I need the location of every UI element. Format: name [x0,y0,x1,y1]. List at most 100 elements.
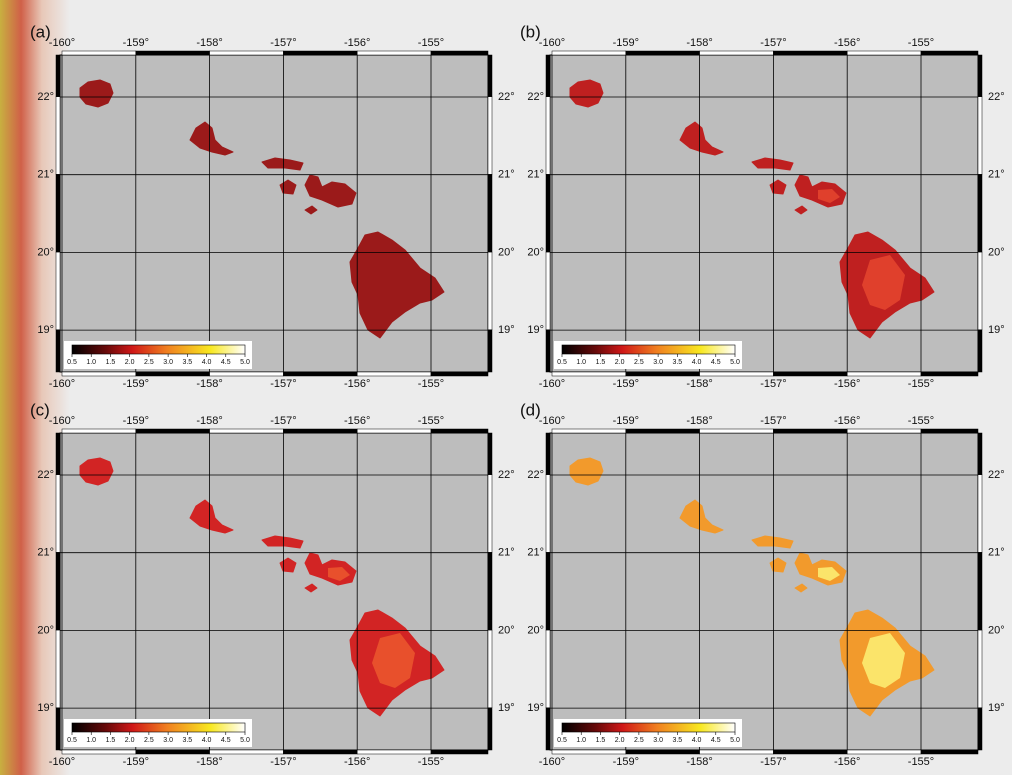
lon-tick-label: -160° [539,378,565,390]
lon-tick-label: -155° [418,756,444,768]
lon-tick-label: -157° [270,756,296,768]
colorbar-tick-label: 3.5 [672,359,682,366]
frame-bar [546,55,550,97]
colorbar-tick-label: 2.5 [144,359,154,366]
frame-bar [773,750,847,754]
island-kauai [570,80,603,107]
colorbar-tick-label: 1.5 [596,359,606,366]
lon-tick-label: -158° [196,37,222,49]
colorbar-tick-label: 2.5 [144,737,154,744]
lon-tick-label: -160° [49,378,75,390]
colorbar-tick-label: 3.0 [653,737,663,744]
frame-bar [488,97,492,175]
lat-tick-label: 22° [988,469,1005,481]
colorbar-tick-label: 1.5 [106,359,116,366]
colorbar-tick-label: 4.0 [692,359,702,366]
lon-tick-label: -155° [418,378,444,390]
lat-tick-label: 22° [37,91,54,103]
frame-bar [357,750,431,754]
frame-bar [488,55,492,97]
colorbar-tick-label: 1.0 [86,737,96,744]
frame-bar [488,708,492,750]
map-frame [60,55,488,372]
lon-tick-label: -159° [613,756,639,768]
lon-tick-label: -160° [539,415,565,427]
frame-bar [56,252,60,330]
lon-tick-label: -155° [908,756,934,768]
frame-bar [56,97,60,175]
frame-bar [546,708,550,750]
frame-bar [210,372,284,376]
lon-tick-label: -158° [196,756,222,768]
panel-label: (a) [30,22,51,41]
frame-bar [552,372,626,376]
colorbar-tick-label: 1.0 [576,359,586,366]
lat-tick-label: 20° [498,246,515,258]
colorbar-tick-label: 3.0 [653,359,663,366]
frame-bar [978,97,982,175]
frame-bar [921,750,978,754]
frame-bar [56,630,60,708]
frame-bar [546,174,550,252]
frame-bar [62,429,136,433]
colorbar-tick-label: 1.0 [576,737,586,744]
frame-bar [978,433,982,475]
panel-label: (d) [520,400,541,419]
frame-bar [978,252,982,330]
lat-tick-label: 22° [527,469,544,481]
lat-tick-label: 20° [498,624,515,636]
island-kauai [80,458,113,485]
lon-tick-label: -155° [908,37,934,49]
lat-tick-label: 22° [37,469,54,481]
frame-bar [773,372,847,376]
frame-bar [488,630,492,708]
map-frame [60,433,488,750]
colorbar-tick-label: 1.0 [86,359,96,366]
colorbar [562,723,735,732]
frame-bar [283,51,357,55]
frame-bar [546,97,550,175]
colorbar-tick-label: 4.5 [711,359,721,366]
lat-tick-label: 19° [37,702,54,714]
lon-tick-label: -156° [834,37,860,49]
frame-bar [978,708,982,750]
lat-tick-label: 20° [37,246,54,258]
frame-bar [488,330,492,372]
colorbar-tick-label: 4.0 [692,737,702,744]
frame-bar [847,372,921,376]
frame-bar [283,750,357,754]
lon-tick-label: -160° [539,37,565,49]
frame-bar [283,429,357,433]
colorbar-tick-label: 1.5 [106,737,116,744]
lon-tick-label: -158° [686,415,712,427]
lon-tick-label: -159° [613,37,639,49]
map-frame [550,55,978,372]
frame-bar [56,330,60,372]
lon-tick-label: -156° [834,756,860,768]
map-frame [550,433,978,750]
lon-tick-label: -156° [344,756,370,768]
colorbar-tick-label: 3.5 [182,737,192,744]
lon-tick-label: -155° [418,37,444,49]
frame-bar [283,372,357,376]
lon-tick-label: -156° [344,415,370,427]
lon-tick-label: -160° [539,756,565,768]
frame-bar [978,552,982,630]
lat-tick-label: 20° [527,624,544,636]
lat-tick-label: 21° [498,547,515,559]
colorbar [72,345,245,354]
frame-bar [546,630,550,708]
frame-bar [626,51,700,55]
map-panel: (c)-160°-160°-159°-159°-158°-158°-157°-1… [30,400,515,767]
frame-bar [626,372,700,376]
colorbar-tick-label: 5.0 [240,737,250,744]
lon-tick-label: -158° [196,415,222,427]
lon-tick-label: -157° [760,37,786,49]
map-panel: (d)-160°-160°-159°-159°-158°-158°-157°-1… [520,400,1005,767]
frame-bar [488,174,492,252]
lon-tick-label: -156° [344,378,370,390]
map-panel: (b)-160°-160°-159°-159°-158°-158°-157°-1… [520,22,1005,389]
frame-bar [136,372,210,376]
colorbar-tick-label: 2.0 [615,359,625,366]
frame-bar [978,330,982,372]
